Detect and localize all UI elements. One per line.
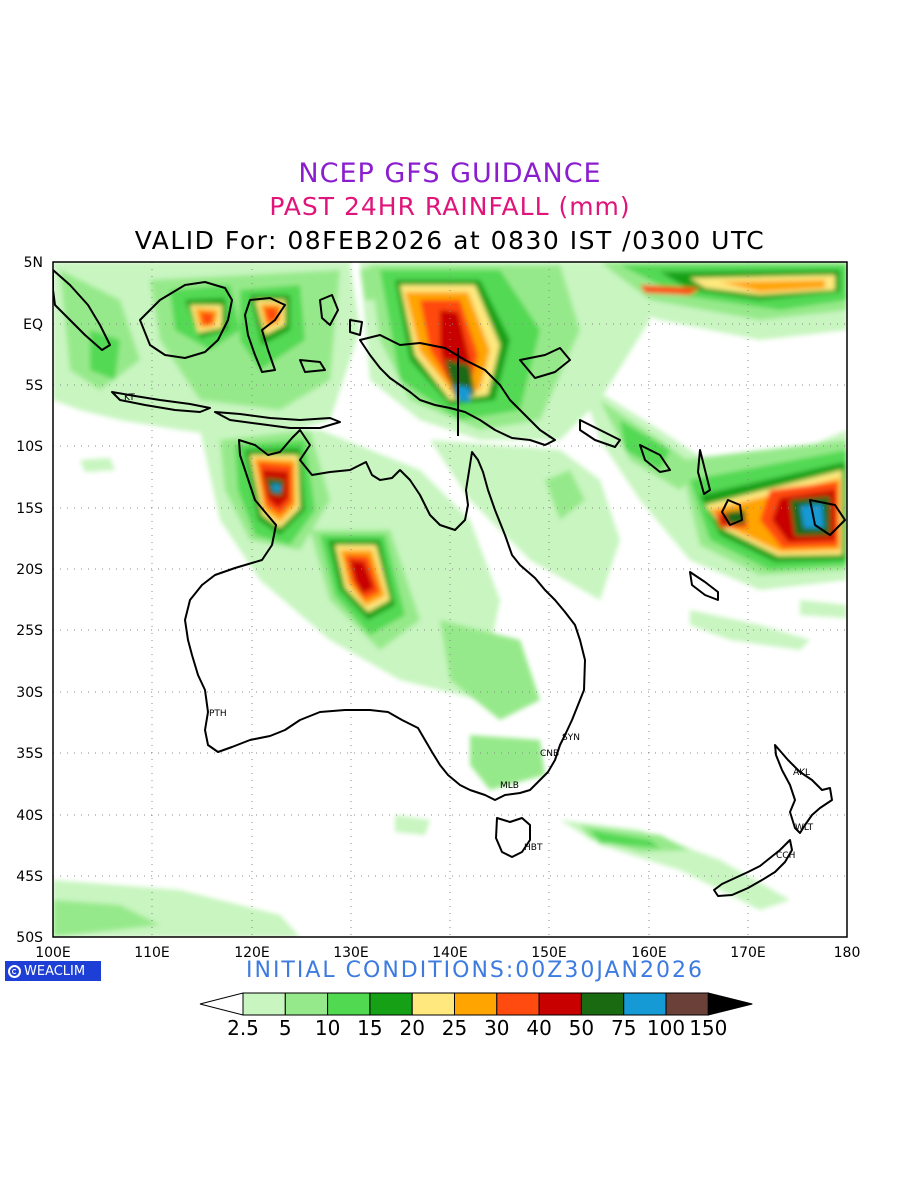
legend-threshold-label: 10 — [315, 1016, 340, 1040]
lat-label: 15S — [16, 501, 43, 517]
legend-color-box — [580, 992, 625, 1016]
coast-bismarck — [519, 347, 671, 473]
latitude-labels: 5N EQ 5S 10S 15S 20S 25S 30S 35S 40S 45S… — [16, 255, 43, 946]
coast-java — [111, 391, 211, 413]
coast-new-guinea — [359, 334, 556, 446]
title-valid-time: VALID For: 08FEB2026 at 0830 IST /0300 U… — [134, 226, 766, 255]
legend-color-boxes — [199, 992, 753, 1016]
legend-threshold-label: 40 — [526, 1016, 551, 1040]
station-label: AKL — [793, 768, 810, 778]
lat-label: 35S — [16, 746, 43, 762]
legend-color-box — [284, 992, 329, 1016]
lat-label: 50S — [16, 930, 43, 946]
title-field: PAST 24HR RAINFALL (mm) — [269, 192, 631, 221]
legend-color-box — [623, 992, 667, 1016]
legend-color-box — [411, 992, 456, 1016]
coast-lesser-sunda — [214, 411, 341, 429]
map-frame — [52, 261, 848, 938]
legend-threshold-label: 20 — [399, 1016, 424, 1040]
legend-threshold-label: 50 — [569, 1016, 594, 1040]
lat-label: 20S — [16, 562, 43, 578]
initial-conditions: INITIAL CONDITIONS:00Z30JAN2026 — [246, 958, 704, 983]
lat-label: 45S — [16, 869, 43, 885]
legend-threshold-label: 75 — [611, 1016, 636, 1040]
station-label: WLT — [795, 823, 814, 833]
lon-label: 170E — [730, 945, 766, 961]
lat-label: 30S — [16, 685, 43, 701]
legend-threshold-label: 5 — [279, 1016, 292, 1040]
weaclim-logo-icon — [8, 964, 21, 978]
legend-below-min-triangle — [199, 992, 244, 1016]
longitude-labels: 100E 110E 120E 130E 140E 150E 160E 170E … — [35, 945, 860, 961]
station-label: PTH — [209, 709, 227, 719]
legend-color-box — [538, 992, 582, 1016]
station-label: KT — [124, 393, 135, 403]
station-label: SYN — [562, 733, 580, 743]
lat-label: 5S — [25, 378, 43, 394]
legend-above-max-triangle — [707, 992, 753, 1016]
lon-label: 150E — [531, 945, 567, 961]
title-model: NCEP GFS GUIDANCE — [298, 158, 602, 189]
legend-color-box — [242, 992, 286, 1016]
legend-threshold-label: 100 — [647, 1016, 685, 1040]
legend-threshold-label: 25 — [442, 1016, 467, 1040]
coast-sulawesi — [244, 297, 286, 373]
coast-new-caledonia — [689, 571, 719, 601]
coast-moluccas — [299, 294, 363, 373]
lat-label: 5N — [24, 255, 43, 271]
coast-australia — [184, 429, 586, 801]
legend-color-box — [454, 992, 498, 1016]
coast-nz-north — [774, 744, 833, 834]
legend-color-box — [665, 992, 709, 1016]
lon-label: 130E — [333, 945, 369, 961]
legend-color-box — [327, 992, 371, 1016]
coast-borneo — [139, 281, 233, 359]
coast-tasmania — [495, 817, 531, 858]
weaclim-logo-badge: WEACLIM — [5, 961, 101, 981]
legend-threshold-label: 2.5 — [227, 1016, 259, 1040]
lat-label: 40S — [16, 808, 43, 824]
lon-label: 180 — [834, 945, 861, 961]
legend-threshold-label: 150 — [689, 1016, 727, 1040]
lon-label: 100E — [35, 945, 71, 961]
lon-label: 160E — [631, 945, 667, 961]
station-label: MLB — [500, 781, 519, 791]
legend-threshold-label: 15 — [357, 1016, 382, 1040]
coast-fiji — [809, 499, 846, 536]
lon-label: 140E — [432, 945, 468, 961]
legend-labels: 2.5 5 10 15 20 25 30 40 50 75 100 150 — [227, 1016, 727, 1040]
legend-color-box — [369, 992, 413, 1016]
coast-nz-south — [713, 839, 793, 897]
lat-label: EQ — [23, 317, 43, 333]
station-labels: KT PTH SYN CNB MLB HBT AKL WLT CCH — [124, 393, 814, 861]
legend-threshold-label: 30 — [484, 1016, 509, 1040]
coastlines — [53, 269, 846, 897]
lon-label: 120E — [234, 945, 270, 961]
brand-name: WEACLIM — [24, 963, 86, 979]
station-label: CCH — [776, 851, 795, 861]
coast-sumatra — [53, 269, 111, 351]
lon-label: 110E — [134, 945, 170, 961]
legend-color-box — [496, 992, 540, 1016]
station-label: CNB — [540, 749, 559, 759]
lat-label: 25S — [16, 623, 43, 639]
coast-vanuatu — [697, 449, 743, 526]
lat-label: 10S — [16, 439, 43, 455]
station-label: HBT — [524, 843, 543, 853]
